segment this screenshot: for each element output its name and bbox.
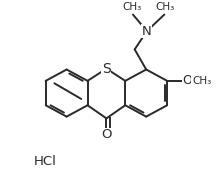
Text: CH₃: CH₃ xyxy=(156,2,175,12)
Text: S: S xyxy=(102,62,111,76)
Text: CH₃: CH₃ xyxy=(123,2,142,12)
Text: O: O xyxy=(182,74,192,87)
Text: O: O xyxy=(101,129,112,141)
Text: CH₃: CH₃ xyxy=(192,76,211,86)
Text: N: N xyxy=(142,25,152,38)
Text: HCl: HCl xyxy=(33,155,56,168)
